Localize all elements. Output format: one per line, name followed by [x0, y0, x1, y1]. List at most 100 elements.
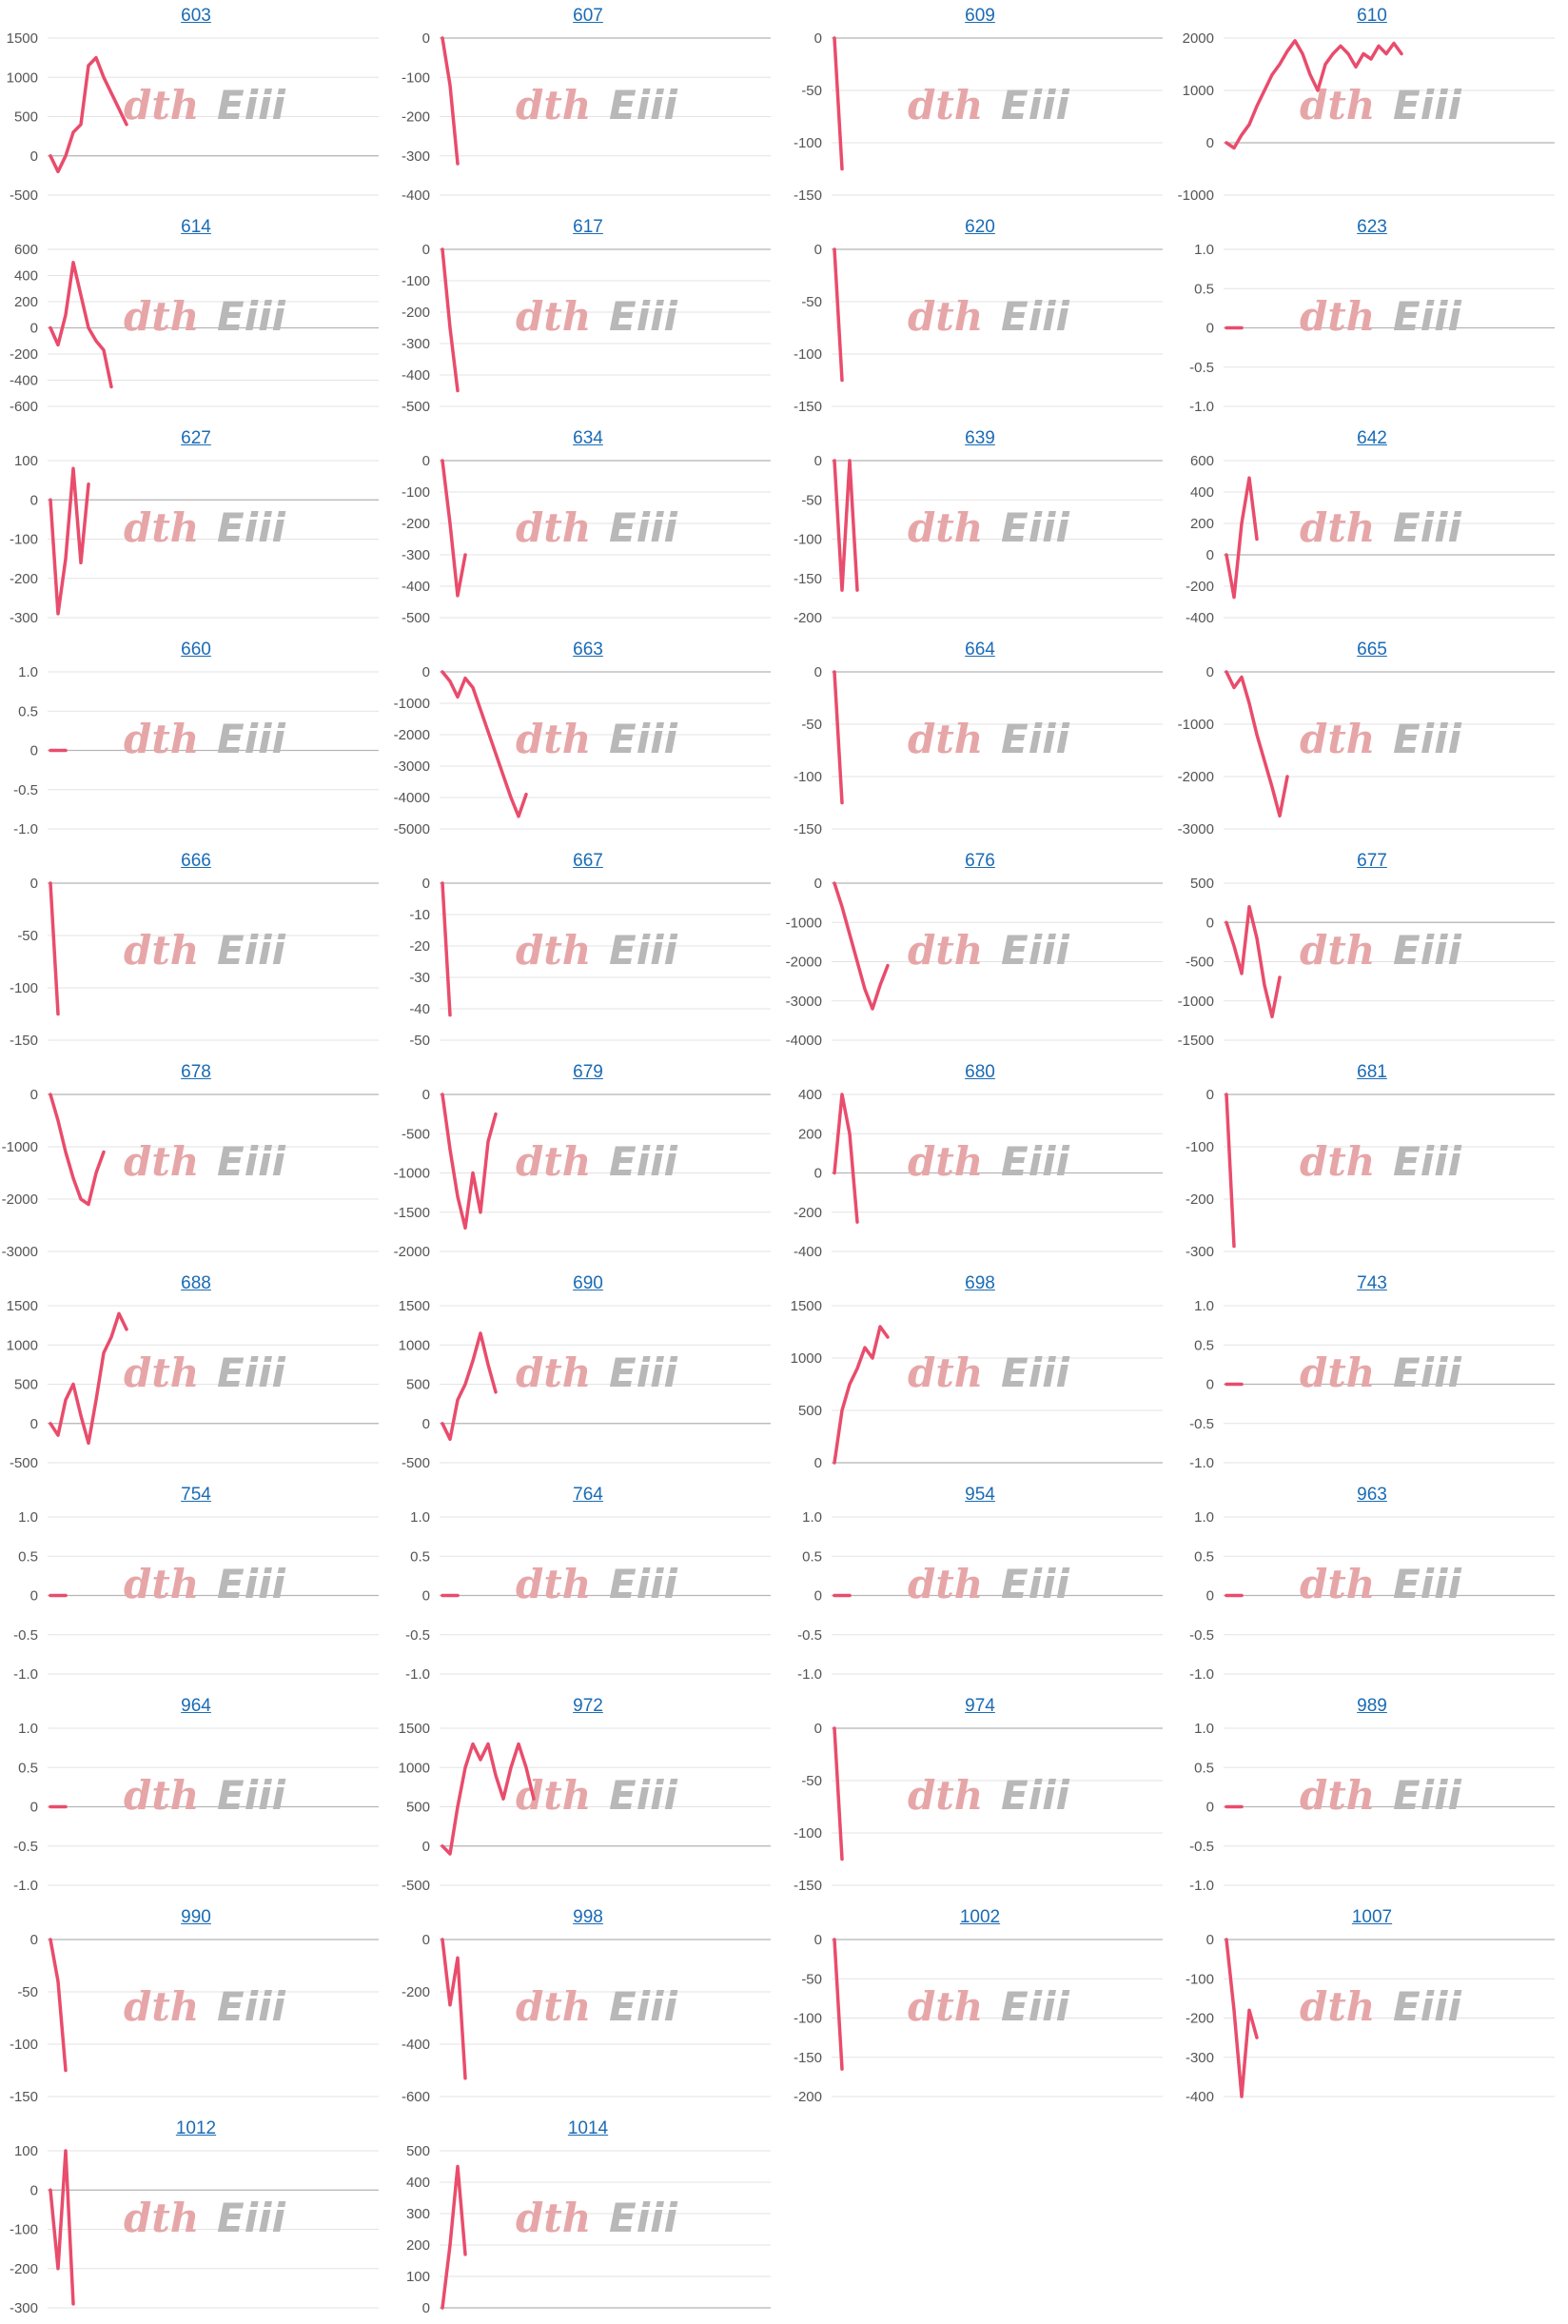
chart-plot: 0 -200 -400 -600 dth Eiii [402, 1932, 771, 2105]
y-tick-label: -0.5 [1189, 1627, 1214, 1644]
watermark-logo-part1: dth [516, 293, 591, 340]
watermark-logo-part2: Eiii [609, 1561, 677, 1607]
chart-title-link[interactable]: 610 [1357, 6, 1387, 26]
chart-panel-681: 681 0 -100 -200 -300 dth Eiii [1176, 1056, 1568, 1268]
watermark-logo-part2: Eiii [609, 293, 677, 340]
chart-title-link[interactable]: 1014 [567, 2118, 609, 2138]
watermark-logo-part1: dth [908, 504, 983, 551]
watermark-logo-part1: dth [124, 82, 199, 128]
chart-plot: 0 -100 -200 -300 -400 dth Eiii [1186, 1932, 1555, 2105]
chart-title-link[interactable]: 1007 [1351, 1907, 1393, 1927]
watermark-logo-part2: Eiii [1001, 716, 1069, 762]
chart-title-link[interactable]: 677 [1357, 851, 1387, 871]
chart-title-link[interactable]: 603 [181, 6, 211, 26]
y-tick-label: 1000 [399, 1760, 430, 1776]
chart-title-link[interactable]: 964 [181, 1696, 211, 1716]
chart-panel-680: 680 400 200 0 -200 -400 dth Eiii [784, 1056, 1176, 1268]
chart-plot: 0 -50 -100 -150 dth Eiii [10, 876, 379, 1049]
y-tick-label: 0 [422, 664, 430, 680]
y-tick-label: -300 [10, 610, 38, 626]
y-tick-label: 1.0 [18, 1721, 38, 1737]
watermark-logo-part1: dth [1300, 927, 1375, 974]
watermark-logo-part1: dth [516, 1349, 591, 1396]
y-tick-label: 1.0 [18, 1509, 38, 1526]
chart-title-link[interactable]: 681 [1357, 1062, 1387, 1082]
chart-title-link[interactable]: 989 [1357, 1696, 1387, 1716]
y-tick-label: 200 [798, 1126, 822, 1142]
chart-title-link[interactable]: 678 [181, 1062, 211, 1082]
chart-title-link[interactable]: 954 [965, 1485, 995, 1505]
chart-title-link[interactable]: 972 [573, 1696, 603, 1716]
watermark-logo-part2: Eiii [217, 1772, 285, 1819]
chart-title-link[interactable]: 990 [181, 1907, 211, 1927]
chart-title-link[interactable]: 764 [573, 1485, 603, 1505]
chart-title-link[interactable]: 620 [965, 217, 995, 237]
chart-title-link[interactable]: 998 [573, 1907, 603, 1927]
chart-title-link[interactable]: 639 [965, 428, 995, 448]
watermark-logo-part1: dth [1300, 716, 1375, 762]
y-tick-label: 0 [1206, 547, 1214, 563]
y-tick-label: 0 [422, 453, 430, 469]
chart-panel-963: 963 1.0 0.5 0 -0.5 -1.0 dth Eiii [1176, 1479, 1568, 1690]
chart-plot: 1.0 0.5 0 -0.5 -1.0 dth Eiii [1189, 1721, 1555, 1894]
y-tick-label: -600 [10, 399, 38, 415]
watermark-logo-part2: Eiii [1001, 1349, 1069, 1396]
y-tick-label: -1.0 [797, 1666, 822, 1683]
y-tick-label: -400 [794, 1244, 822, 1260]
chart-title-link[interactable]: 698 [965, 1273, 995, 1293]
chart-title-link[interactable]: 679 [573, 1062, 603, 1082]
chart-title-link[interactable]: 623 [1357, 217, 1387, 237]
chart-plot: 0 -50 -100 -150 dth Eiii [794, 1721, 1163, 1894]
chart-title-link[interactable]: 974 [965, 1696, 995, 1716]
chart-title-link[interactable]: 614 [181, 217, 211, 237]
y-tick-label: -0.5 [13, 1627, 38, 1644]
chart-title-link[interactable]: 688 [181, 1273, 211, 1293]
watermark-logo-part2: Eiii [217, 1983, 285, 2030]
watermark-logo-part2: Eiii [1393, 927, 1461, 974]
chart-title-link[interactable]: 1012 [175, 2118, 217, 2138]
watermark-logo-part2: Eiii [1393, 504, 1461, 551]
y-tick-label: 0 [30, 492, 38, 508]
chart-title-link[interactable]: 963 [1357, 1485, 1387, 1505]
chart-plot: 1500 1000 500 0 -500 dth Eiii [399, 1298, 771, 1471]
series-line [441, 36, 460, 166]
chart-title-link[interactable]: 663 [573, 640, 603, 660]
chart-panel-972: 972 1500 1000 500 0 -500 dth Eiii [392, 1690, 784, 1901]
y-tick-label: 0.5 [1194, 1337, 1214, 1353]
series-line [833, 881, 890, 1011]
chart-title-link[interactable]: 666 [181, 851, 211, 871]
chart-title-link[interactable]: 609 [965, 6, 995, 26]
chart-title-link[interactable]: 690 [573, 1273, 603, 1293]
y-tick-label: -4000 [786, 1033, 822, 1049]
watermark-logo-part1: dth [124, 293, 199, 340]
chart-title-link[interactable]: 665 [1357, 640, 1387, 660]
y-tick-label: 0 [814, 1721, 822, 1737]
watermark-logo-part1: dth [124, 2195, 199, 2241]
y-tick-label: 0 [30, 2182, 38, 2198]
chart-title-link[interactable]: 680 [965, 1062, 995, 1082]
chart-title-link[interactable]: 607 [573, 6, 603, 26]
watermark-logo-part1: dth [1300, 1772, 1375, 1819]
chart-title-link[interactable]: 627 [181, 428, 211, 448]
y-tick-label: -20 [409, 938, 430, 955]
chart-title-link[interactable]: 664 [965, 640, 995, 660]
chart-title-link[interactable]: 1002 [959, 1907, 1001, 1927]
chart-title-link[interactable]: 754 [181, 1485, 211, 1505]
chart-title-link[interactable]: 617 [573, 217, 603, 237]
y-tick-label: -100 [1186, 1139, 1214, 1155]
chart-panel-617: 617 0 -100 -200 -300 -400 -500 dth Eiii [392, 211, 784, 423]
y-tick-label: -100 [794, 532, 822, 548]
chart-title-link[interactable]: 667 [573, 851, 603, 871]
chart-title-link[interactable]: 634 [573, 428, 603, 448]
chart-title-link[interactable]: 642 [1357, 428, 1387, 448]
y-tick-label: -3000 [1178, 821, 1214, 837]
watermark-logo-part2: Eiii [1393, 1561, 1461, 1607]
chart-title-link[interactable]: 676 [965, 851, 995, 871]
chart-title-link[interactable]: 743 [1357, 1273, 1387, 1293]
y-tick-label: -100 [794, 2011, 822, 2027]
y-tick-label: -400 [402, 2037, 430, 2053]
y-tick-label: 0 [422, 876, 430, 892]
y-tick-label: -150 [794, 399, 822, 415]
y-tick-label: 1000 [7, 1337, 38, 1353]
chart-title-link[interactable]: 660 [181, 640, 211, 660]
